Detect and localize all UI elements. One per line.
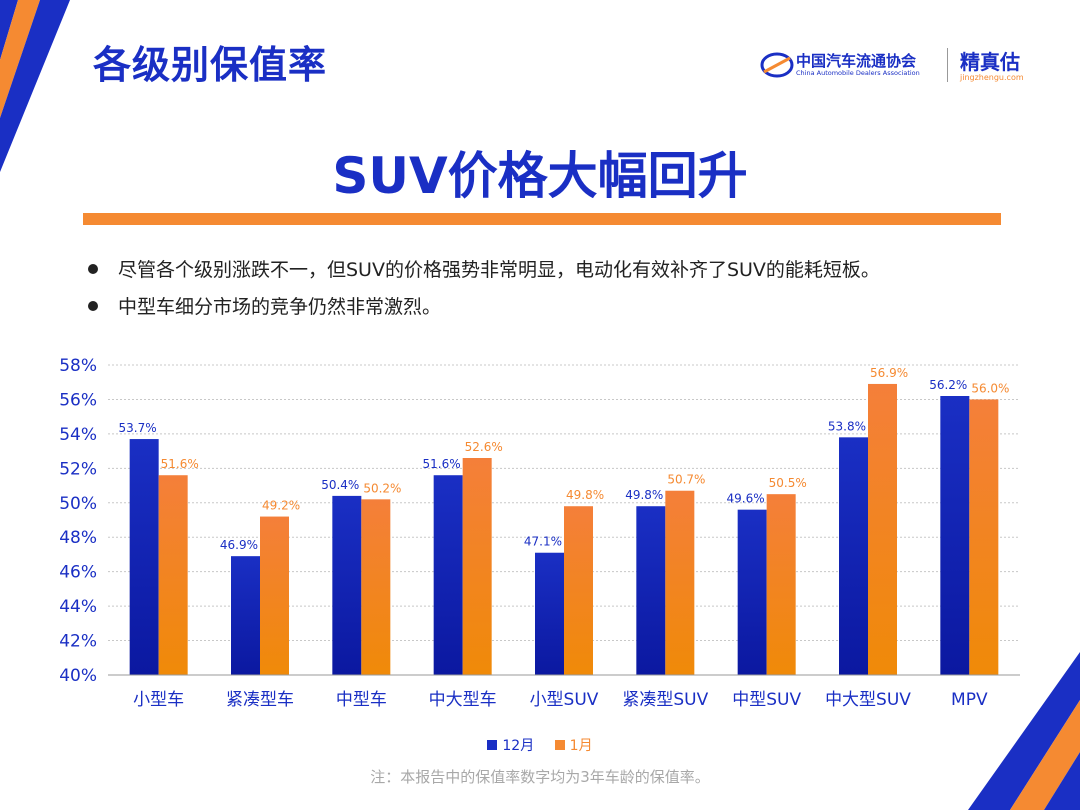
bar-jan	[766, 494, 796, 675]
legend-label-dec: 12月	[502, 738, 535, 754]
legend-swatch-jan	[554, 740, 565, 750]
x-tick-label: 中型SUV	[732, 690, 801, 710]
chart-legend: 12月 1月	[0, 735, 1080, 755]
headline: SUV价格大幅回升	[332, 147, 748, 205]
y-tick-label: 40%	[59, 666, 97, 686]
bullet-item-1: 尽管各个级别涨跌不一，但SUV的价格强势非常明显，电动化有效补齐了SUV的能耗短…	[88, 255, 880, 282]
logo-org-name-en: China Automobile Dealers Association	[796, 69, 920, 77]
bar-dec	[231, 556, 260, 675]
bar-dec	[737, 509, 767, 675]
x-tick-label: 小型车	[133, 690, 184, 710]
logo-separator	[947, 48, 948, 82]
bar-dec	[332, 495, 362, 675]
bullet-item-2: 中型车细分市场的竞争仍然非常激烈。	[88, 292, 441, 319]
data-label: 50.7%	[667, 473, 705, 487]
x-tick-label: 中大型SUV	[825, 690, 911, 710]
bar-jan	[158, 475, 188, 675]
bar-jan	[665, 490, 695, 675]
y-tick-label: 50%	[59, 494, 97, 514]
bullet-text-1: 尽管各个级别涨跌不一，但SUV的价格强势非常明显，电动化有效补齐了SUV的能耗短…	[118, 259, 880, 281]
x-tick-label: 紧凑型SUV	[622, 690, 708, 710]
bar-jan	[361, 499, 391, 675]
y-tick-label: 48%	[59, 528, 97, 548]
data-label: 56.9%	[870, 366, 908, 380]
cada-logo-icon	[760, 52, 794, 78]
x-tick-label: MPV	[951, 690, 988, 710]
data-label: 50.5%	[769, 476, 807, 490]
x-tick-label: 小型SUV	[530, 690, 599, 710]
y-tick-label: 58%	[59, 356, 97, 376]
x-tick-label: 中型车	[336, 690, 387, 710]
data-labels: 53.7% 51.6% 46.9% 49.2% 50.4% 50.2% 51.6% 52.6%…	[119, 366, 1010, 552]
chart-bars	[129, 383, 999, 675]
bar-dec	[839, 437, 868, 675]
data-label: 56.0%	[971, 381, 1009, 395]
legend-item-jan: 1月	[554, 738, 593, 754]
legend-swatch-dec	[487, 740, 498, 750]
bar-jan	[564, 506, 593, 675]
bullet-dot-icon	[88, 263, 98, 274]
x-axis: 小型车 紧凑型车 中型车 中大型车 小型SUV 紧凑型SUV 中型SUV 中大型SUV MPV	[108, 674, 1020, 710]
data-label: 47.1%	[524, 535, 562, 549]
x-tick-label: 中大型车	[429, 690, 497, 710]
data-label: 51.6%	[161, 457, 199, 471]
x-tick-label: 紧凑型车	[226, 690, 294, 710]
page-title: 各级别保值率	[93, 43, 328, 87]
y-tick-label: 46%	[59, 563, 97, 583]
bar-dec	[129, 439, 159, 675]
data-label: 51.6%	[423, 457, 461, 471]
bullet-dot-icon	[88, 300, 98, 311]
bullet-text-2: 中型车细分市场的竞争仍然非常激烈。	[118, 296, 442, 318]
bar-jan	[969, 399, 999, 675]
data-label: 49.6%	[727, 492, 765, 506]
logo-org-name-cn: 中国汽车流通协会	[796, 52, 917, 70]
data-label: 49.8%	[566, 488, 604, 502]
data-label: 56.2%	[929, 378, 967, 392]
headline-divider	[83, 213, 1001, 225]
footnote: 注：本报告中的保值率数字均为3年车龄的保值率。	[370, 768, 710, 786]
data-label: 52.6%	[465, 440, 503, 454]
y-tick-label: 44%	[59, 597, 97, 617]
data-label: 50.2%	[363, 481, 401, 495]
data-label: 49.2%	[262, 499, 300, 513]
data-label: 50.4%	[321, 478, 359, 492]
logo-brand-url: jingzhengu.com	[960, 73, 1024, 82]
y-tick-label: 52%	[59, 459, 97, 479]
y-tick-label: 56%	[59, 390, 97, 410]
bar-chart: 58% 56% 54% 52% 50% 48% 46% 44% 42% 40% 53.7% 51.6…	[59, 356, 1020, 710]
bar-jan	[462, 458, 492, 675]
bar-dec	[940, 396, 970, 675]
bar-jan	[868, 383, 897, 675]
data-label: 53.8%	[828, 419, 866, 433]
data-label: 49.8%	[625, 488, 663, 502]
bar-dec	[636, 506, 666, 675]
y-tick-label: 54%	[59, 425, 97, 445]
bar-dec	[433, 475, 463, 675]
y-tick-label: 42%	[59, 632, 97, 652]
logo-brand-name: 精真估	[960, 50, 1020, 74]
bar-jan	[260, 516, 289, 675]
legend-label-jan: 1月	[569, 738, 593, 754]
data-label: 46.9%	[220, 538, 258, 552]
bar-dec	[535, 552, 564, 675]
y-axis: 58% 56% 54% 52% 50% 48% 46% 44% 42% 40%	[59, 356, 97, 686]
data-label: 53.7%	[119, 421, 157, 435]
logo: 中国汽车流通协会 China Automobile Dealers Associ…	[760, 46, 1050, 86]
legend-item-dec: 12月	[487, 738, 534, 754]
